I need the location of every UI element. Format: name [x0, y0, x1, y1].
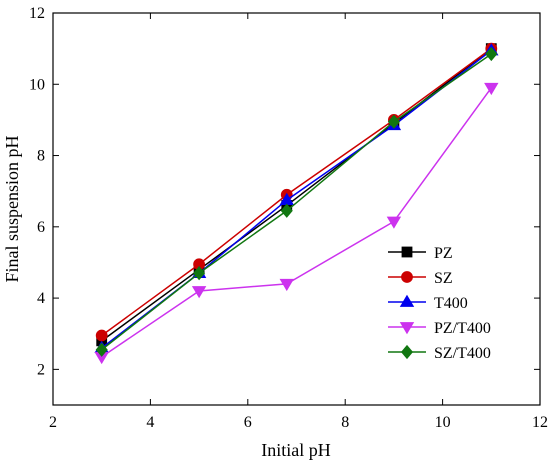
series-pz-t400: [94, 82, 499, 365]
series-layer: [94, 42, 499, 365]
legend-item-pz-t400: PZ/T400: [388, 320, 491, 337]
series-line-sz-t400: [101, 53, 492, 351]
legend-item-sz-t400: SZ/T400: [388, 344, 491, 362]
data-point-sz-t400: [95, 342, 108, 357]
y-tick-label: 2: [37, 361, 45, 378]
legend-item-sz: SZ: [388, 270, 453, 287]
data-point-pz-t400: [484, 82, 499, 96]
y-tick-label: 12: [29, 5, 45, 22]
plot-area-frame: [52, 12, 541, 406]
data-point-sz: [95, 329, 108, 342]
data-point-sz-t400: [485, 46, 498, 62]
data-point-pz-t400: [386, 216, 402, 229]
series-line-pz: [101, 48, 492, 342]
x-tick-label: 4: [146, 414, 154, 431]
data-point-pz-t400: [191, 286, 207, 299]
y-tick-label: 8: [37, 148, 45, 165]
legend-item-t400: T400: [388, 294, 468, 312]
y-tick-label: 6: [37, 219, 45, 236]
x-axis-title: Initial pH: [261, 440, 331, 460]
legend: PZ SZ T400 PZ/T400 SZ/T400: [388, 245, 491, 362]
series-line-sz: [101, 48, 492, 337]
series-line-pz-t400: [101, 87, 492, 358]
data-point-pz-t400: [279, 278, 294, 292]
x-tick-label: 2: [49, 414, 57, 431]
y-tick-label: 4: [37, 290, 45, 307]
series-sz-t400: [95, 46, 498, 357]
legend-label: SZ/T400: [434, 345, 491, 362]
legend-marker: [401, 246, 413, 258]
legend-label: T400: [434, 295, 468, 312]
legend-label: PZ: [434, 245, 453, 262]
legend-label: SZ: [434, 270, 453, 287]
x-tick-label: 6: [244, 414, 252, 431]
data-point-sz-t400: [387, 114, 400, 129]
data-point-sz-t400: [280, 203, 293, 218]
legend-item-pz: PZ: [388, 245, 453, 262]
y-axis-title: Final suspension pH: [2, 135, 22, 282]
data-point-sz-t400: [193, 266, 206, 281]
axis-ticks: 2 4 6 8 10 12 2 4 6 8 10 12: [29, 5, 548, 431]
legend-marker: [401, 271, 413, 283]
x-tick-label: 12: [532, 414, 548, 431]
legend-label: PZ/T400: [434, 320, 491, 337]
legend-marker: [399, 322, 415, 335]
x-tick-label: 8: [341, 414, 349, 431]
x-tick-label: 10: [435, 414, 451, 431]
legend-marker: [399, 294, 415, 307]
legend-marker: [400, 344, 414, 360]
y-tick-label: 10: [29, 76, 45, 93]
